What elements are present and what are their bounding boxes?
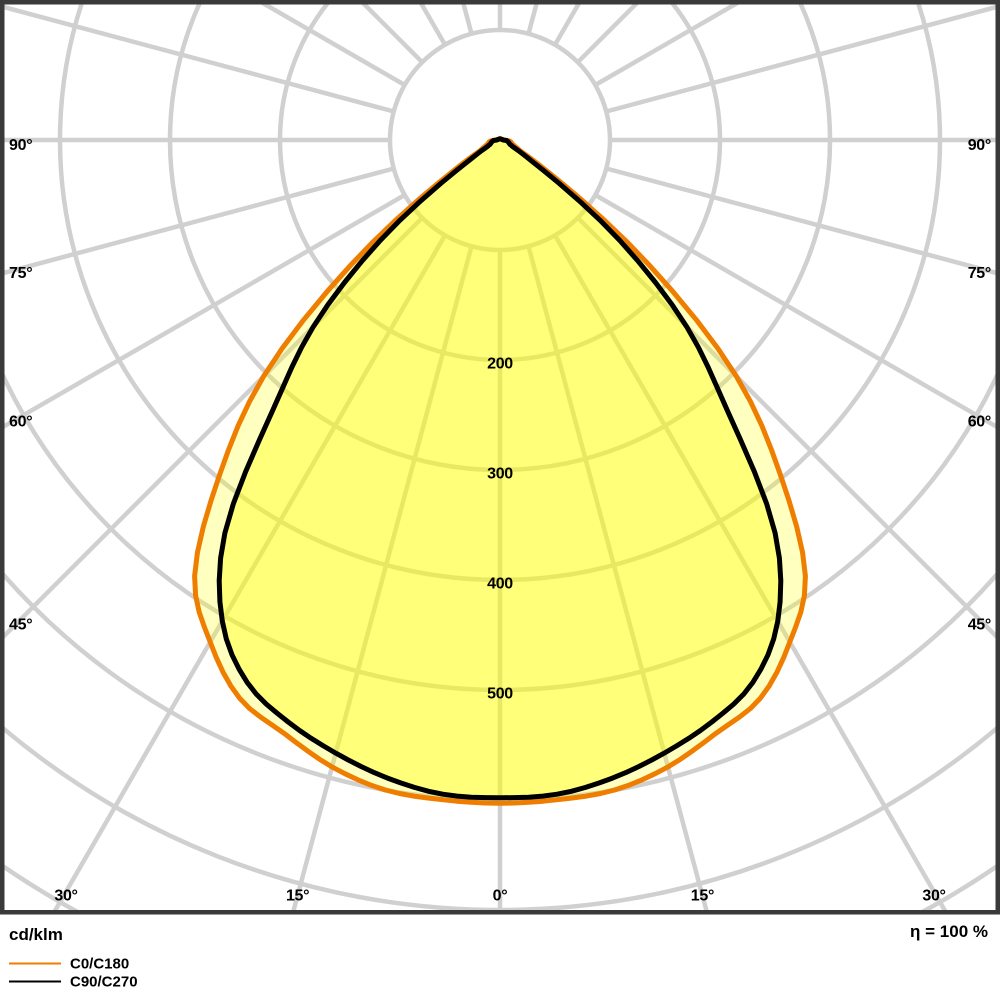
- svg-text:60°: 60°: [968, 413, 991, 430]
- svg-text:45°: 45°: [9, 616, 32, 633]
- svg-text:60°: 60°: [9, 413, 32, 430]
- svg-text:C0/C180: C0/C180: [70, 956, 129, 973]
- svg-text:75°: 75°: [968, 265, 991, 282]
- svg-text:300: 300: [487, 466, 513, 483]
- svg-text:cd/klm: cd/klm: [9, 925, 63, 944]
- svg-text:0°: 0°: [493, 887, 508, 904]
- svg-text:500: 500: [487, 686, 513, 703]
- svg-text:η = 100 %: η = 100 %: [910, 922, 988, 941]
- svg-text:90°: 90°: [968, 137, 991, 154]
- svg-text:400: 400: [487, 576, 513, 593]
- svg-text:75°: 75°: [9, 265, 32, 282]
- svg-text:200: 200: [487, 356, 513, 373]
- svg-text:30°: 30°: [54, 887, 77, 904]
- svg-text:15°: 15°: [691, 887, 714, 904]
- svg-text:90°: 90°: [9, 137, 32, 154]
- svg-text:30°: 30°: [922, 887, 945, 904]
- svg-text:C90/C270: C90/C270: [70, 974, 138, 991]
- svg-text:45°: 45°: [968, 616, 991, 633]
- svg-text:15°: 15°: [286, 887, 309, 904]
